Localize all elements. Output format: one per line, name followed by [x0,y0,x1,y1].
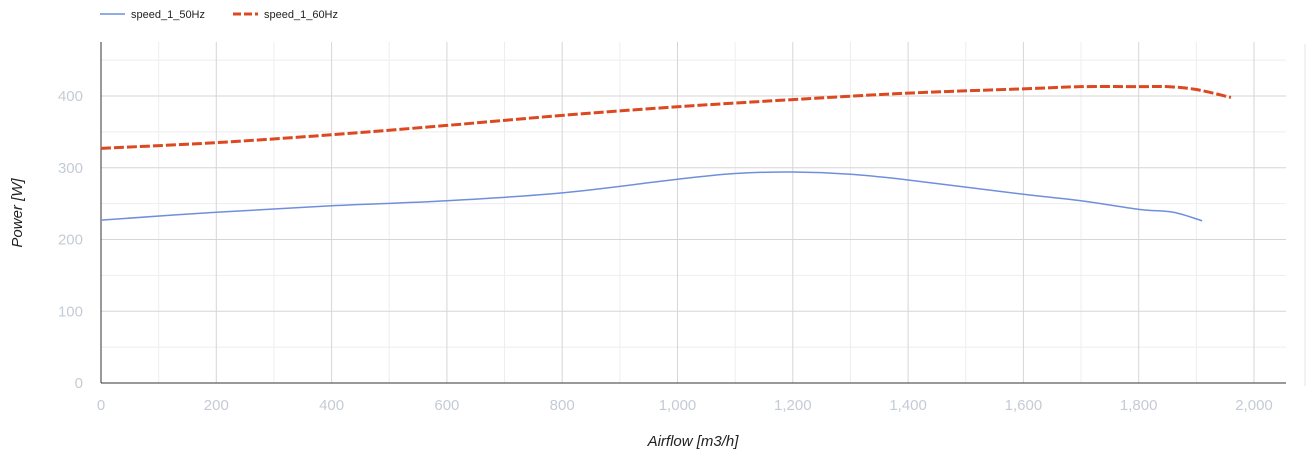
x-tick-label: 0 [97,397,105,414]
x-tick-label: 200 [204,397,229,414]
x-tick-label: 1,400 [889,397,927,414]
grid-layer [101,42,1286,383]
y-tick-label: 100 [58,303,83,320]
x-tick-label: 1,800 [1120,397,1158,414]
x-tick-label: 2,000 [1235,397,1273,414]
legend-label-speed_1_60Hz: speed_1_60Hz [264,9,338,21]
x-tick-label: 800 [550,397,575,414]
x-tick-label: 400 [319,397,344,414]
axis-layer [100,42,1306,386]
y-tick-label: 400 [58,88,83,105]
series-line-speed_1_60Hz [100,84,1232,150]
y-tick-label: 200 [58,232,83,249]
x-tick-label: 1,200 [774,397,812,414]
x-tick-label: 1,600 [1005,397,1043,414]
series-line-speed_1_50Hz [100,171,1203,222]
x-tick-label: 1,000 [659,397,697,414]
series-layer [100,84,1232,222]
x-tick-label: 600 [434,397,459,414]
y-axis-title: Power [W] [9,178,26,248]
legend-label-speed_1_50Hz: speed_1_50Hz [131,9,205,21]
y-tick-label: 0 [75,375,83,392]
legend: speed_1_50Hz speed_1_60Hz [100,9,338,21]
tick-label-layer: 0 200 400 600 800 1,000 1,200 1,400 1,600 1,800 2,… [58,88,1273,414]
x-axis-title: Airflow [m3/h] [647,433,740,450]
y-tick-label: 300 [58,160,83,177]
